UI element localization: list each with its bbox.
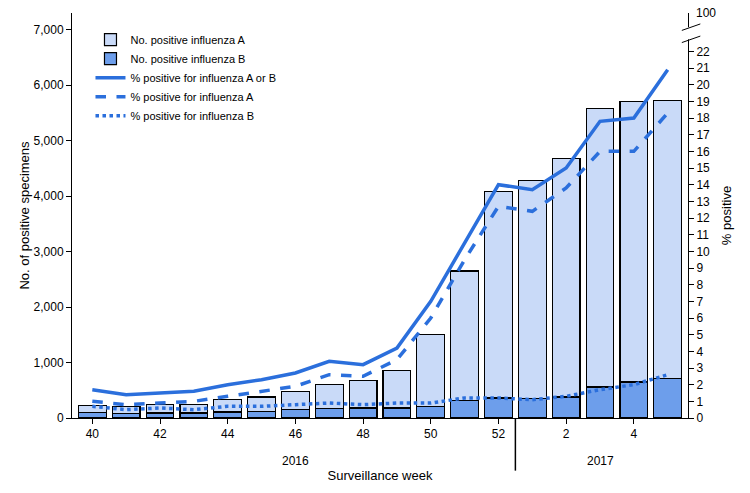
svg-text:14: 14 (696, 178, 710, 192)
svg-text:% positive for influenza B: % positive for influenza B (130, 110, 254, 122)
svg-text:No. of positive specimens: No. of positive specimens (17, 141, 32, 290)
svg-text:2: 2 (563, 427, 570, 441)
svg-text:40: 40 (86, 427, 100, 441)
svg-text:2,000: 2,000 (34, 300, 64, 314)
svg-text:No. positive influenza B: No. positive influenza B (130, 53, 245, 65)
svg-text:2: 2 (696, 378, 703, 392)
svg-text:9: 9 (696, 261, 703, 275)
svg-text:42: 42 (153, 427, 167, 441)
svg-text:% positive for influenza A or: % positive for influenza A or B (130, 72, 276, 84)
svg-text:50: 50 (424, 427, 438, 441)
svg-text:20: 20 (696, 78, 710, 92)
svg-text:16: 16 (696, 145, 710, 159)
svg-text:44: 44 (221, 427, 235, 441)
svg-text:2016: 2016 (282, 454, 309, 468)
svg-text:6,000: 6,000 (34, 78, 64, 92)
svg-text:48: 48 (356, 427, 370, 441)
svg-text:3,000: 3,000 (34, 245, 64, 259)
svg-text:3: 3 (696, 361, 703, 375)
svg-text:11: 11 (696, 228, 709, 242)
svg-text:6: 6 (696, 311, 703, 325)
svg-text:46: 46 (289, 427, 303, 441)
svg-text:1: 1 (696, 395, 703, 409)
svg-text:17: 17 (696, 128, 710, 142)
svg-text:22: 22 (696, 45, 710, 59)
svg-text:0: 0 (696, 411, 703, 425)
svg-text:% positive: % positive (719, 186, 734, 245)
svg-text:7: 7 (696, 295, 703, 309)
svg-text:No. positive influenza A: No. positive influenza A (130, 34, 245, 46)
svg-text:13: 13 (696, 195, 710, 209)
svg-text:12: 12 (696, 211, 710, 225)
svg-text:Surveillance week: Surveillance week (328, 468, 433, 483)
svg-text:100: 100 (696, 6, 716, 20)
svg-text:4: 4 (696, 345, 703, 359)
svg-text:% positive for influenza A: % positive for influenza A (130, 91, 254, 103)
svg-text:7,000: 7,000 (34, 23, 64, 37)
svg-text:2017: 2017 (587, 454, 614, 468)
svg-text:1,000: 1,000 (34, 356, 64, 370)
svg-text:5,000: 5,000 (34, 134, 64, 148)
svg-text:0: 0 (57, 411, 64, 425)
svg-text:21: 21 (696, 61, 710, 75)
svg-text:19: 19 (696, 95, 710, 109)
svg-text:8: 8 (696, 278, 703, 292)
svg-text:52: 52 (492, 427, 506, 441)
svg-text:18: 18 (696, 111, 710, 125)
svg-text:4: 4 (631, 427, 638, 441)
svg-text:5: 5 (696, 328, 703, 342)
svg-text:4,000: 4,000 (34, 189, 64, 203)
svg-text:15: 15 (696, 161, 710, 175)
svg-text:10: 10 (696, 245, 710, 259)
